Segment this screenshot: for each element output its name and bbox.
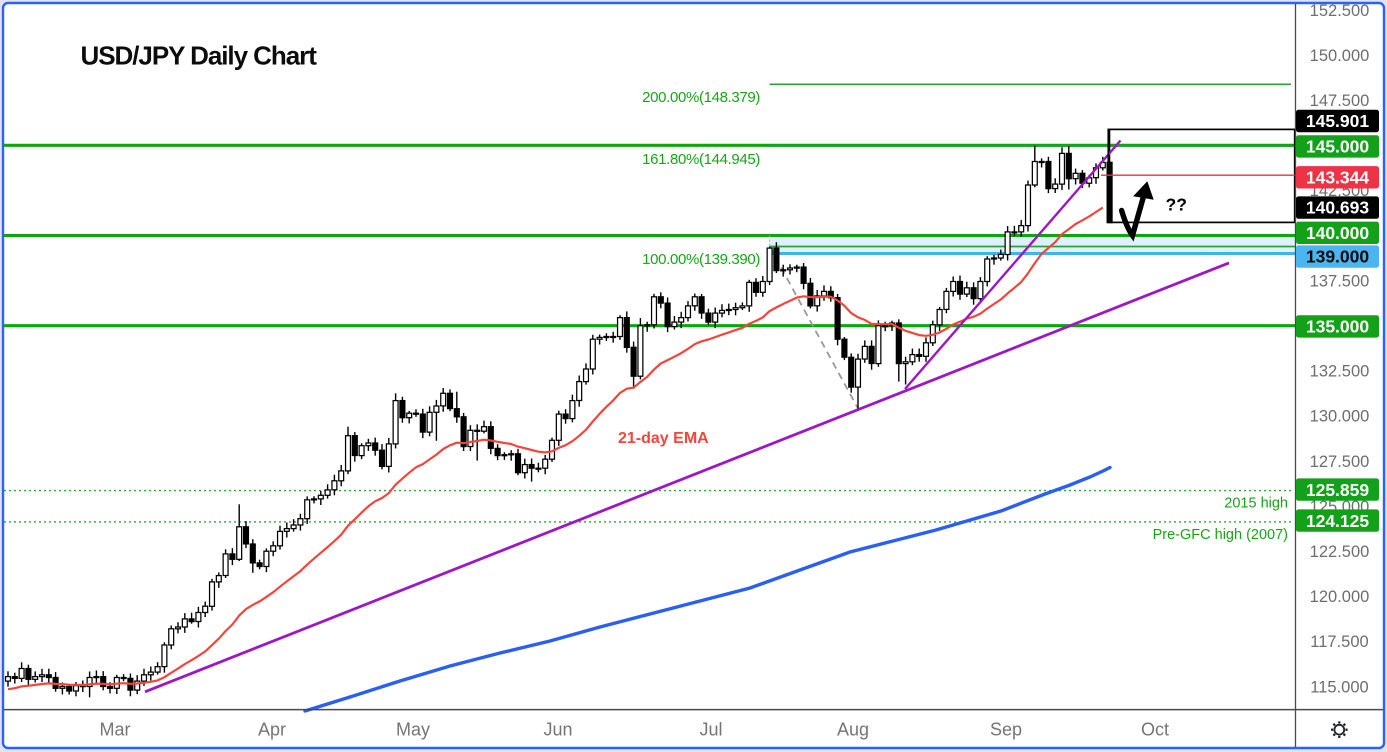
svg-text:152.500: 152.500 <box>1310 2 1370 20</box>
svg-text:127.500: 127.500 <box>1310 453 1370 471</box>
svg-text:139.000: 139.000 <box>1306 247 1370 267</box>
svg-text:Aug: Aug <box>837 720 869 740</box>
svg-text:161.80%(144.945): 161.80%(144.945) <box>642 151 760 168</box>
svg-text:Sep: Sep <box>990 720 1022 740</box>
svg-text:122.500: 122.500 <box>1310 543 1370 561</box>
svg-text:135.000: 135.000 <box>1306 317 1370 337</box>
svg-text:132.500: 132.500 <box>1310 363 1370 381</box>
svg-text:Jul: Jul <box>699 720 722 740</box>
svg-text:Mar: Mar <box>100 720 131 740</box>
svg-text:124.125: 124.125 <box>1306 511 1370 531</box>
svg-text:137.500: 137.500 <box>1310 272 1370 290</box>
svg-text:Jun: Jun <box>543 720 572 740</box>
svg-text:??: ?? <box>1166 195 1187 215</box>
svg-text:Apr: Apr <box>258 720 286 740</box>
svg-text:150.000: 150.000 <box>1310 47 1370 65</box>
svg-text:Pre-GFC high (2007): Pre-GFC high (2007) <box>1153 527 1288 543</box>
svg-text:140.693: 140.693 <box>1306 198 1370 218</box>
svg-text:130.000: 130.000 <box>1310 408 1370 426</box>
svg-text:200.00%(148.379): 200.00%(148.379) <box>642 89 760 106</box>
svg-text:115.000: 115.000 <box>1310 678 1368 696</box>
svg-text:140.000: 140.000 <box>1306 223 1370 243</box>
svg-text:2015 high: 2015 high <box>1224 496 1288 512</box>
svg-text:May: May <box>396 720 430 740</box>
svg-text:147.500: 147.500 <box>1310 92 1370 110</box>
svg-text:USD/JPY Daily Chart: USD/JPY Daily Chart <box>81 41 318 71</box>
svg-text:Oct: Oct <box>1141 720 1169 740</box>
svg-text:100.00%(139.390): 100.00%(139.390) <box>642 251 760 268</box>
svg-text:145.000: 145.000 <box>1306 136 1370 156</box>
svg-text:117.500: 117.500 <box>1310 633 1368 651</box>
svg-text:120.000: 120.000 <box>1310 588 1370 606</box>
svg-text:143.344: 143.344 <box>1306 167 1370 187</box>
svg-text:21-day EMA: 21-day EMA <box>618 430 709 447</box>
svg-text:145.901: 145.901 <box>1306 111 1370 131</box>
svg-text:125.859: 125.859 <box>1306 480 1370 500</box>
